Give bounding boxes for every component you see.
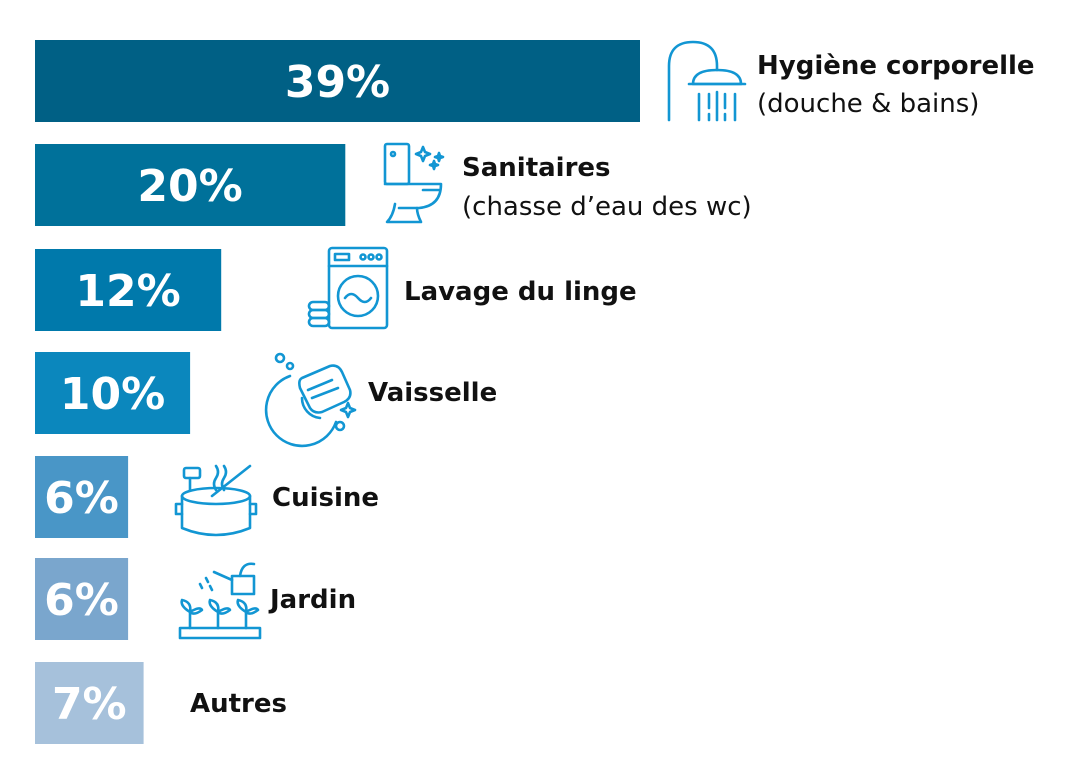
cooking-pot-icon — [174, 464, 258, 537]
category-label-sanitaires: Sanitaires — [462, 153, 611, 183]
bar-6 — [35, 558, 129, 640]
bar-value-label-6: 6% — [44, 575, 119, 626]
bar-4 — [35, 352, 191, 434]
bar-value-label-3: 12% — [75, 266, 180, 317]
category-label-vaisselle: Vaisselle — [368, 378, 497, 408]
bar-5 — [35, 456, 129, 538]
category-label-hygiene: Hygiène corporelle — [757, 51, 1035, 81]
bar-2 — [35, 144, 346, 226]
category-label-lavage: Lavage du linge — [404, 277, 637, 307]
washing-machine-icon — [307, 246, 389, 330]
bar-value-label-2: 20% — [137, 161, 242, 212]
category-label-jardin: Jardin — [268, 585, 356, 615]
bar-1 — [35, 40, 640, 122]
category-detail-sanitaires: (chasse d’eau des wc) — [462, 192, 752, 222]
bar-value-label-4: 10% — [60, 369, 165, 420]
bar-value-label-5: 6% — [44, 473, 119, 524]
bar-3 — [35, 249, 222, 331]
dish-sponge-icon — [264, 352, 357, 448]
bar-value-label-7: 7% — [52, 679, 127, 730]
category-label-cuisine: Cuisine — [272, 483, 379, 513]
shower-pipe — [667, 40, 719, 122]
shower-head — [691, 68, 743, 86]
category-detail-hygiene: (douche & bains) — [757, 89, 979, 119]
bar-value-label-1: 39% — [285, 57, 390, 108]
category-label-autres: Autres — [190, 689, 287, 719]
bar-7 — [35, 662, 144, 744]
shower-icon — [667, 40, 747, 122]
bars-group: 39% 20% 12% 10% 6% 6% 7% — [35, 40, 640, 744]
watering-can-icon — [178, 562, 262, 640]
toilet-icon — [383, 142, 445, 224]
